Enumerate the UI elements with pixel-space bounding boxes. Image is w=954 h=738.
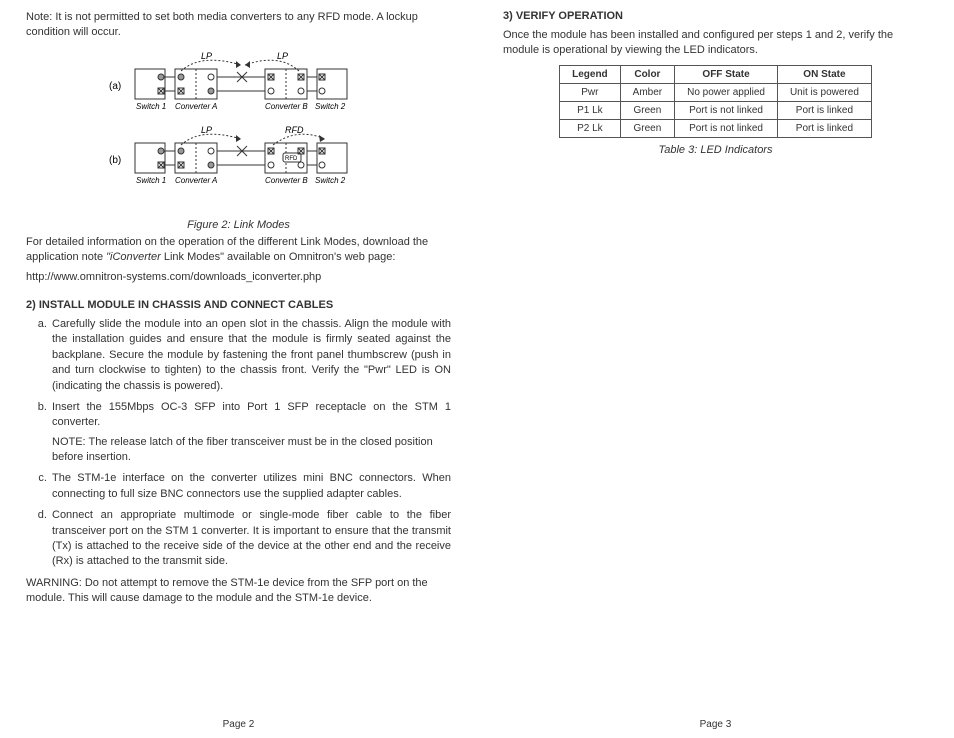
lp-label-b: LP bbox=[201, 125, 212, 135]
cell: Port is linked bbox=[777, 101, 871, 119]
table-header-row: Legend Color OFF State ON State bbox=[560, 65, 872, 83]
th-legend: Legend bbox=[560, 65, 621, 83]
lp-label-a2: LP bbox=[277, 51, 288, 61]
th-color: Color bbox=[620, 65, 674, 83]
lp-label-a1: LP bbox=[201, 51, 212, 61]
cell: Pwr bbox=[560, 83, 621, 101]
cell: P2 Lk bbox=[560, 119, 621, 137]
figure-2-diagram: LP LP (a) bbox=[26, 47, 451, 217]
page-3: 3) VERIFY OPERATION Once the module has … bbox=[477, 0, 954, 738]
cell: No power applied bbox=[675, 83, 778, 101]
figure-2-caption: Figure 2: Link Modes bbox=[26, 219, 451, 231]
heading-install: 2) INSTALL MODULE IN CHASSIS AND CONNECT… bbox=[26, 299, 451, 311]
cell: Port is not linked bbox=[675, 119, 778, 137]
step-c: The STM-1e interface on the converter ut… bbox=[50, 471, 451, 502]
th-on: ON State bbox=[777, 65, 871, 83]
sw1-label-a: Switch 1 bbox=[136, 102, 166, 111]
cell: Port is linked bbox=[777, 119, 871, 137]
sw2-label-b: Switch 2 bbox=[315, 176, 346, 185]
cell: Amber bbox=[620, 83, 674, 101]
verify-para: Once the module has been installed and c… bbox=[503, 28, 928, 59]
table-row: P2 Lk Green Port is not linked Port is l… bbox=[560, 119, 872, 137]
led-indicators-table: Legend Color OFF State ON State Pwr Ambe… bbox=[559, 65, 872, 138]
step-d: Connect an appropriate multimode or sing… bbox=[50, 508, 451, 570]
para-text-b: "iConverter bbox=[106, 251, 161, 263]
rfd-box-label: RFD bbox=[285, 156, 298, 162]
step-a: Carefully slide the module into an open … bbox=[50, 317, 451, 394]
step-b-note: NOTE: The release latch of the fiber tra… bbox=[52, 435, 451, 466]
cb-label-b: Converter B bbox=[265, 176, 308, 185]
step-b-text: Insert the 155Mbps OC-3 SFP into Port 1 … bbox=[52, 401, 451, 428]
cb-label-a: Converter B bbox=[265, 102, 308, 111]
row-a-label: (a) bbox=[109, 81, 121, 92]
ca-label-b: Converter A bbox=[175, 176, 217, 185]
rfd-label-b: RFD bbox=[285, 125, 304, 135]
sw1-label-b: Switch 1 bbox=[136, 176, 166, 185]
para-text-c: Link Modes" available on Omnitron's web … bbox=[161, 251, 396, 263]
page-number-right: Page 3 bbox=[477, 719, 954, 730]
heading-verify: 3) VERIFY OPERATION bbox=[503, 10, 928, 22]
page-2: Note: It is not permitted to set both me… bbox=[0, 0, 477, 738]
table-row: P1 Lk Green Port is not linked Port is l… bbox=[560, 101, 872, 119]
table-3-caption: Table 3: LED Indicators bbox=[503, 144, 928, 156]
step-b: Insert the 155Mbps OC-3 SFP into Port 1 … bbox=[50, 400, 451, 466]
row-b-label: (b) bbox=[109, 155, 121, 166]
cell: P1 Lk bbox=[560, 101, 621, 119]
cell: Unit is powered bbox=[777, 83, 871, 101]
note-text: Note: It is not permitted to set both me… bbox=[26, 10, 451, 41]
sw2-label-a: Switch 2 bbox=[315, 102, 346, 111]
page-number-left: Page 2 bbox=[0, 719, 477, 730]
link-modes-para: For detailed information on the operatio… bbox=[26, 235, 451, 266]
th-off: OFF State bbox=[675, 65, 778, 83]
cell: Green bbox=[620, 101, 674, 119]
ca-label-a: Converter A bbox=[175, 102, 217, 111]
url-text: http://www.omnitron-systems.com/download… bbox=[26, 270, 451, 285]
cell: Port is not linked bbox=[675, 101, 778, 119]
warning-text: WARNING: Do not attempt to remove the ST… bbox=[26, 576, 451, 607]
install-steps: Carefully slide the module into an open … bbox=[26, 317, 451, 570]
table-row: Pwr Amber No power applied Unit is power… bbox=[560, 83, 872, 101]
cell: Green bbox=[620, 119, 674, 137]
